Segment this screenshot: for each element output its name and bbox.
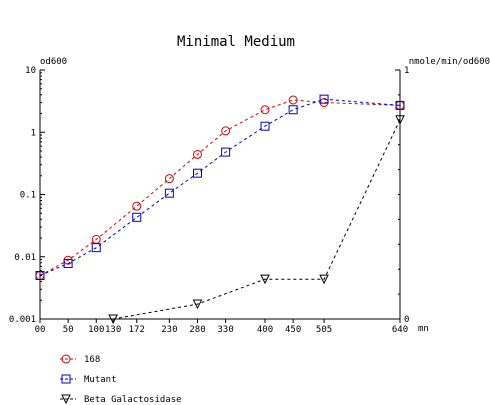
legend-marker-168 <box>61 354 71 364</box>
x-axis-unit: mn <box>418 324 429 334</box>
data-point-168 <box>288 95 298 105</box>
x-tick-label: 172 <box>129 325 145 335</box>
data-point-168 <box>132 201 142 211</box>
data-point-168 <box>260 105 270 115</box>
x-tick-label: 50 <box>63 325 74 335</box>
data-point-beta-galactosidase <box>395 115 405 125</box>
chart-title: Minimal Medium <box>177 34 295 50</box>
data-point-beta-galactosidase <box>108 314 118 325</box>
series-line-beta-galactosidase <box>113 119 401 320</box>
data-point-beta-galactosidase <box>319 274 329 285</box>
right-axis-label: nmole/min/od600 <box>409 57 490 67</box>
legend-label-beta-galactosidase: Beta Galactosidase <box>84 395 182 405</box>
x-tick-label: 505 <box>316 325 332 335</box>
data-point-mutant <box>35 270 45 280</box>
left-tick-label: 0.001 <box>9 315 36 325</box>
left-axis-label: od600 <box>40 57 67 67</box>
x-tick-label: 330 <box>217 325 233 335</box>
legend-marker-beta-galactosidase <box>61 394 71 405</box>
x-tick-label: 130 <box>105 325 121 335</box>
x-tick-label: 450 <box>285 325 301 335</box>
legend: 168 Mutant Beta Galactosidase <box>60 354 182 405</box>
data-point-168 <box>221 126 231 136</box>
x-tick-label: 100 <box>88 325 104 335</box>
data-point-mutant <box>395 100 405 110</box>
left-tick-label: 0.1 <box>20 191 36 201</box>
data-point-beta-galactosidase <box>260 274 270 285</box>
series-line-mutant <box>39 98 401 276</box>
right-tick-label: 1 <box>404 66 409 76</box>
legend-label-168: 168 <box>84 355 100 365</box>
data-point-mutant <box>319 94 329 104</box>
x-tick-label: 230 <box>161 325 177 335</box>
left-tick-label: 0.01 <box>14 253 36 263</box>
left-tick-label: 1 <box>31 128 36 138</box>
data-point-mutant <box>132 212 142 222</box>
right-tick-label: 0 <box>404 315 409 325</box>
data-point-mutant <box>63 258 73 268</box>
data-point-mutant <box>260 121 270 131</box>
left-tick-label: 10 <box>25 66 36 76</box>
data-point-mutant <box>193 168 202 178</box>
data-point-168 <box>164 174 174 184</box>
data-point-168 <box>193 149 202 159</box>
data-point-mutant <box>164 188 174 198</box>
data-point-mutant <box>221 147 231 157</box>
data-point-mutant <box>288 105 298 115</box>
x-tick-label: 280 <box>189 325 205 335</box>
legend-label-mutant: Mutant <box>84 375 117 385</box>
legend-marker-mutant <box>61 374 71 384</box>
x-tick-label: 640 <box>392 325 408 335</box>
data-point-beta-galactosidase <box>192 299 203 310</box>
series-line-168 <box>39 99 401 276</box>
x-tick-label: 00 <box>35 325 46 335</box>
data-point-mutant <box>91 243 101 253</box>
x-tick-label: 400 <box>257 325 273 335</box>
